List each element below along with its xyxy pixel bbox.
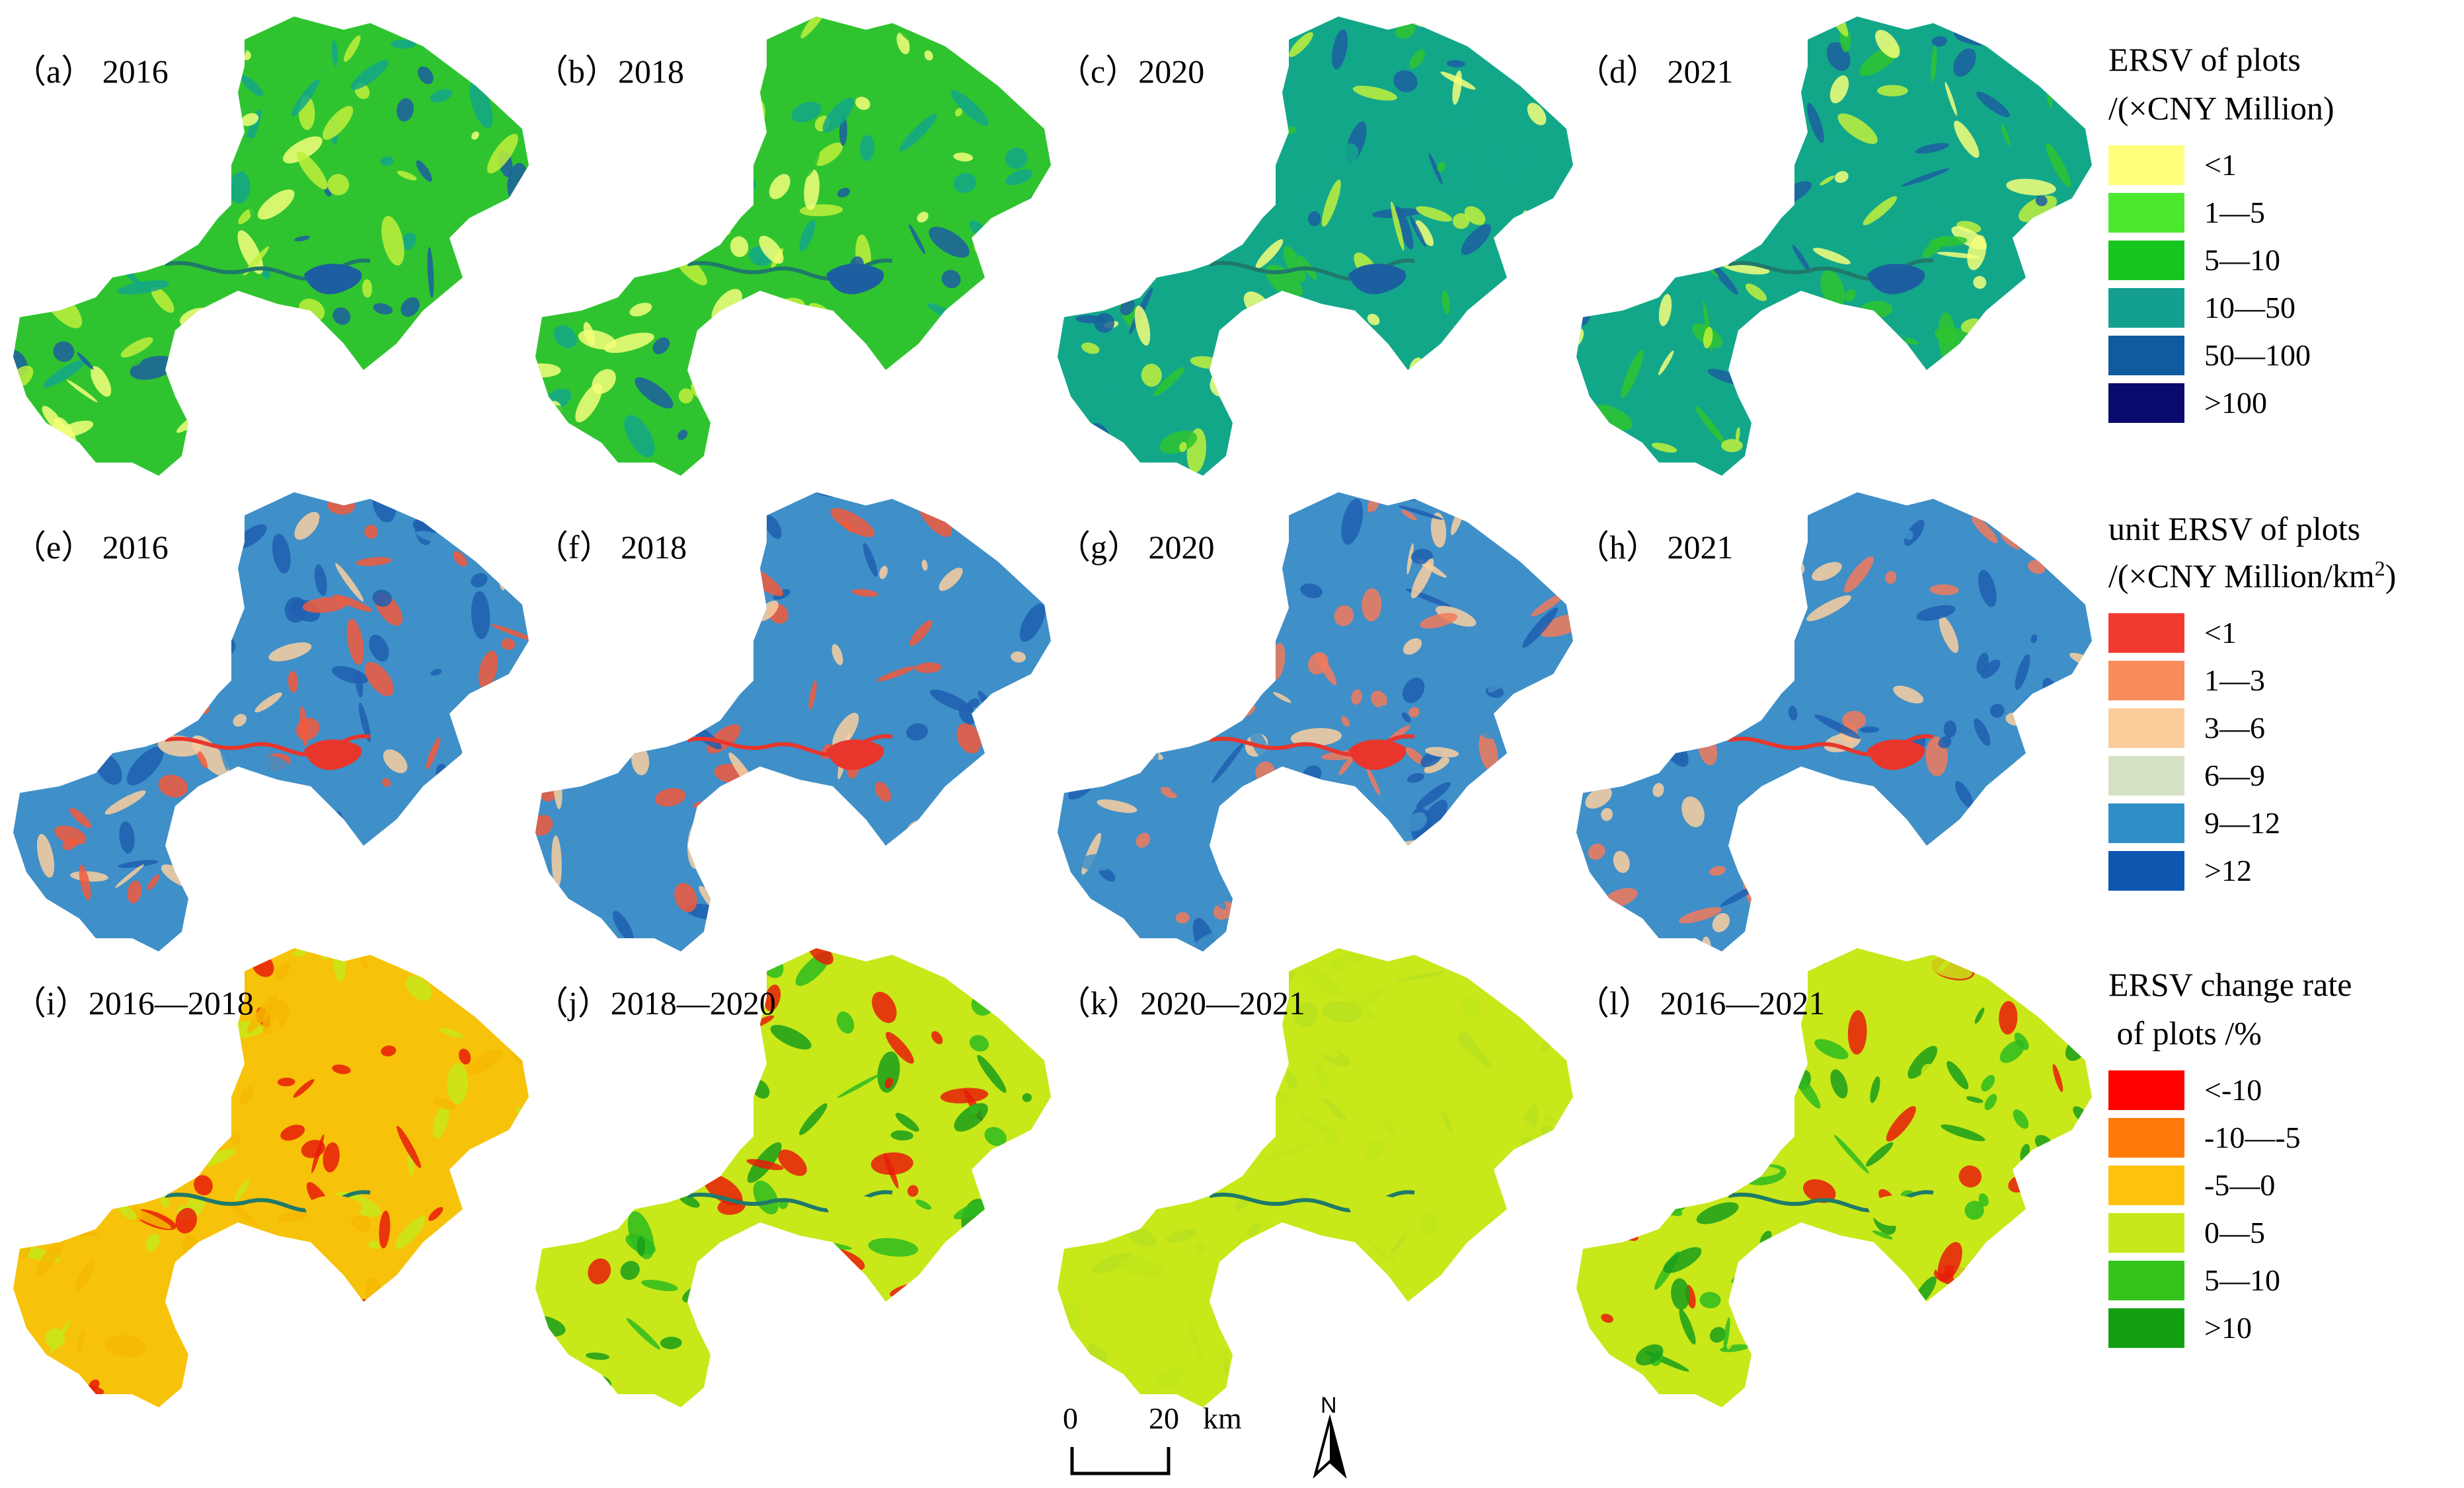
legend-item: >100 [2108, 379, 2452, 427]
legend-item: 5—10 [2108, 237, 2452, 284]
legend-label: <-10 [2204, 1073, 2262, 1107]
panel-label: （k）2020—2021 [1058, 985, 1305, 1022]
legend-item: 50—100 [2108, 332, 2452, 379]
legend-label: >12 [2204, 854, 2252, 888]
legend-swatch [2108, 1165, 2184, 1205]
map-panel: （f） 2018 [535, 492, 1051, 951]
map-panels: （a） 2016 （b）2018 （c）2020 （d） 2021 （e） 2016 （f… [13, 17, 2092, 1407]
legend-item: <1 [2108, 141, 2452, 189]
legend-item: 9—12 [2108, 800, 2452, 847]
map-panel: （d） 2021 [1576, 17, 2092, 476]
map-panel: （c）2020 [1058, 17, 1573, 476]
panel-label: （g） 2020 [1058, 529, 1215, 566]
legend-swatch [2108, 287, 2184, 328]
map-panel: （i）2016—2018 [13, 948, 529, 1407]
legend-label: >100 [2204, 386, 2267, 420]
map-panel: （g） 2020 [1058, 492, 1573, 951]
scale-bar-zero-label: 0 [1063, 1401, 1078, 1435]
legend-item: 1—3 [2108, 657, 2452, 704]
legend-swatch [2108, 613, 2184, 653]
legend-swatch [2108, 383, 2184, 423]
legend-item: -5—0 [2108, 1162, 2452, 1209]
legend-label: 1—5 [2204, 196, 2265, 230]
legend-item: 5—10 [2108, 1257, 2452, 1304]
legend-label: -5—0 [2204, 1168, 2276, 1203]
legend-item: 0—5 [2108, 1209, 2452, 1257]
legend-title-line1: ERSV of plots [2108, 41, 2301, 78]
legend-item: <1 [2108, 609, 2452, 657]
panel-label: （d） 2021 [1576, 53, 1734, 90]
panel-label: （j）2018—2020 [535, 985, 776, 1022]
legend-label: 6—9 [2204, 759, 2265, 793]
legend-label: 9—12 [2204, 806, 2280, 840]
legend-label: >10 [2204, 1311, 2252, 1345]
legend-swatch [2108, 240, 2184, 280]
map-panel: （k）2020—2021 [1058, 948, 1573, 1407]
map-panel: （e） 2016 [13, 492, 529, 951]
legend-item: 1—5 [2108, 189, 2452, 237]
panel-label: （a） 2016 [13, 53, 169, 90]
legend-swatch [2108, 660, 2184, 700]
panel-label: （i）2016—2018 [13, 985, 254, 1022]
panel-label: （c）2020 [1058, 53, 1204, 90]
legend-swatch [2108, 1070, 2184, 1110]
panel-label: （h） 2021 [1576, 529, 1734, 566]
legend-item: -10—-5 [2108, 1114, 2452, 1162]
legend-label: 3—6 [2204, 711, 2265, 745]
scale-bar-distance-label: 20 [1149, 1401, 1179, 1435]
legend-label: <1 [2204, 148, 2237, 182]
legend-swatch [2108, 145, 2184, 185]
legend-item: >12 [2108, 847, 2452, 895]
legend-item: 3—6 [2108, 704, 2452, 752]
legend-swatch [2108, 755, 2184, 796]
legend-item: >10 [2108, 1304, 2452, 1352]
legend-items: <1 1—5 5—10 10—50 50—100 >100 [2108, 141, 2452, 427]
legend-item: 10—50 [2108, 284, 2452, 332]
legend-label: 10—50 [2204, 291, 2295, 325]
legend-swatch [2108, 1260, 2184, 1300]
legend-title-line2: of plots /% [2108, 1014, 2262, 1052]
legend-label: 1—3 [2204, 663, 2265, 698]
map-panel: （h） 2021 [1576, 492, 2092, 951]
legend-title-line2: /(×CNY Million) [2108, 89, 2334, 127]
legend-swatch [2108, 335, 2184, 375]
legend-label: -10—-5 [2204, 1121, 2301, 1155]
legend-swatch [2108, 803, 2184, 843]
legend-swatch [2108, 1117, 2184, 1158]
map-panel: （j）2018—2020 [535, 948, 1051, 1407]
map-panel: （a） 2016 [13, 17, 529, 476]
scale-bar: 0 20 km [1063, 1401, 1242, 1475]
panel-label: （l） 2016—2021 [1576, 985, 1825, 1022]
scale-bar-line [1070, 1447, 1171, 1475]
scale-bar-unit-label: km [1203, 1401, 1242, 1435]
legend-label: 0—5 [2204, 1216, 2265, 1250]
panel-label: （f） 2018 [535, 529, 687, 566]
legend-ersv: ERSV of plots /(×CNY Million) <1 1—5 5—10 1… [2108, 40, 2452, 427]
legend-swatch [2108, 1308, 2184, 1348]
legend-label: <1 [2204, 616, 2237, 650]
panel-label: （b）2018 [535, 53, 684, 90]
legend-title-line1: ERSV change rate [2108, 966, 2352, 1003]
legend-swatch [2108, 708, 2184, 748]
legend-items: <1 1—3 3—6 6—9 9—12 >12 [2108, 609, 2452, 895]
map-panel: （b）2018 [535, 17, 1051, 476]
panel-label: （e） 2016 [13, 529, 169, 566]
legend-items: <-10 -10—-5 -5—0 0—5 5—10 >10 [2108, 1066, 2452, 1352]
legend-label: 50—100 [2204, 338, 2311, 373]
north-arrow: N [1313, 1393, 1347, 1479]
legend-swatch [2108, 850, 2184, 891]
north-arrow-label: N [1321, 1393, 1337, 1418]
legend-item: <-10 [2108, 1066, 2452, 1114]
legend-change-rate: ERSV change rate of plots /% <-10 -10—-5 -… [2108, 965, 2452, 1352]
legend-item: 6—9 [2108, 752, 2452, 800]
legend-title-line2: /(×CNY Million/km2) [2108, 556, 2397, 595]
legend-unit-ersv: unit ERSV of plots /(×CNY Million/km2) <… [2108, 509, 2452, 895]
legend-title-line1: unit ERSV of plots [2108, 510, 2361, 547]
legend-swatch [2108, 192, 2184, 233]
legend-swatch [2108, 1212, 2184, 1253]
legend-label: 5—10 [2204, 243, 2280, 278]
map-panel: （l） 2016—2021 [1576, 948, 2092, 1407]
legend-label: 5—10 [2204, 1263, 2280, 1298]
